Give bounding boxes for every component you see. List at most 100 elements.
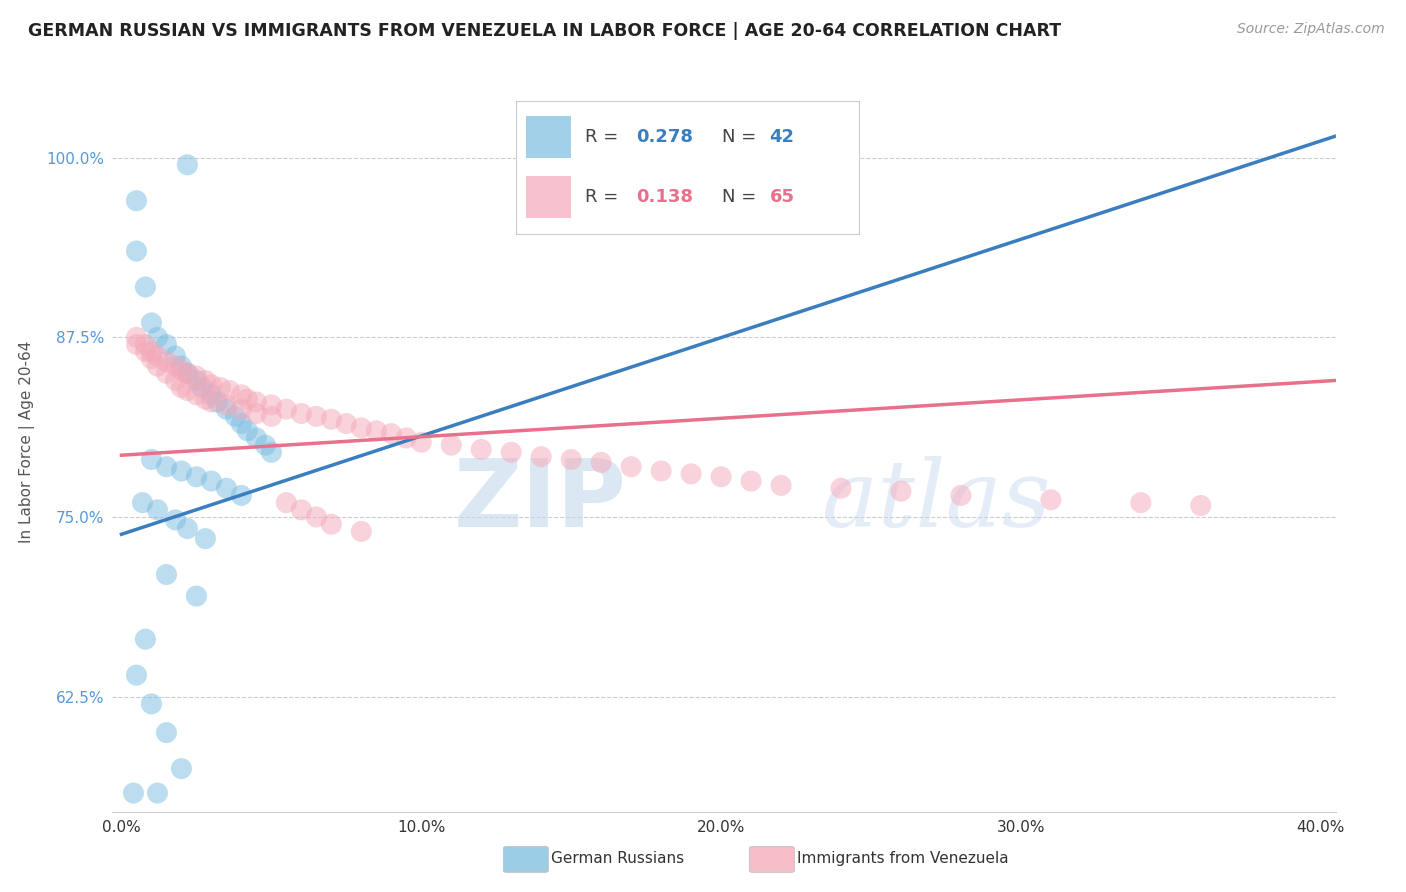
Point bbox=[134, 280, 156, 294]
Point bbox=[125, 244, 148, 258]
Point bbox=[155, 725, 177, 739]
Text: atlas: atlas bbox=[823, 456, 1052, 546]
Text: Source: ZipAtlas.com: Source: ZipAtlas.com bbox=[1237, 22, 1385, 37]
Point bbox=[146, 349, 169, 363]
Point bbox=[134, 344, 156, 359]
Point bbox=[830, 481, 852, 495]
Point bbox=[218, 384, 240, 398]
Point bbox=[321, 517, 343, 532]
Point bbox=[1189, 499, 1212, 513]
Point bbox=[194, 532, 217, 546]
Point bbox=[131, 495, 153, 509]
Point bbox=[186, 589, 208, 603]
Point bbox=[209, 381, 232, 395]
Point bbox=[740, 474, 762, 488]
Point bbox=[290, 503, 312, 517]
Point bbox=[176, 384, 198, 398]
Point bbox=[155, 337, 177, 351]
Point bbox=[200, 474, 222, 488]
Point bbox=[890, 484, 912, 499]
Point bbox=[335, 417, 357, 431]
Point bbox=[200, 377, 222, 392]
Point bbox=[176, 158, 198, 172]
Point bbox=[200, 388, 222, 402]
Text: ZIP: ZIP bbox=[453, 455, 626, 547]
Point bbox=[231, 417, 253, 431]
Point bbox=[215, 481, 238, 495]
Point bbox=[176, 522, 198, 536]
Point bbox=[155, 459, 177, 474]
Point bbox=[122, 786, 145, 800]
Point bbox=[170, 762, 193, 776]
Point bbox=[501, 445, 523, 459]
Point bbox=[350, 421, 373, 435]
Point bbox=[681, 467, 703, 481]
Point bbox=[155, 366, 177, 380]
Point bbox=[591, 455, 613, 469]
Point bbox=[146, 503, 169, 517]
Point bbox=[165, 374, 187, 388]
Text: GERMAN RUSSIAN VS IMMIGRANTS FROM VENEZUELA IN LABOR FORCE | AGE 20-64 CORRELATI: GERMAN RUSSIAN VS IMMIGRANTS FROM VENEZU… bbox=[28, 22, 1062, 40]
Point bbox=[170, 359, 193, 373]
Point bbox=[224, 409, 246, 424]
Point bbox=[350, 524, 373, 539]
Point bbox=[194, 392, 217, 406]
Point bbox=[305, 409, 328, 424]
Point bbox=[366, 424, 388, 438]
Point bbox=[194, 374, 217, 388]
Point bbox=[186, 369, 208, 384]
Point bbox=[530, 450, 553, 464]
Point bbox=[411, 435, 433, 450]
Point bbox=[207, 395, 229, 409]
Point bbox=[186, 388, 208, 402]
Point bbox=[254, 438, 277, 452]
Point bbox=[276, 495, 298, 509]
Point bbox=[165, 349, 187, 363]
Point bbox=[155, 355, 177, 369]
Point bbox=[146, 359, 169, 373]
Point bbox=[141, 452, 163, 467]
Point bbox=[949, 488, 972, 502]
Point bbox=[260, 445, 283, 459]
Point bbox=[231, 388, 253, 402]
Point bbox=[276, 402, 298, 417]
Point bbox=[236, 424, 259, 438]
Point bbox=[146, 330, 169, 344]
Point bbox=[141, 351, 163, 366]
Point bbox=[215, 402, 238, 417]
Text: German Russians: German Russians bbox=[551, 852, 685, 866]
Point bbox=[710, 469, 733, 483]
Point bbox=[231, 402, 253, 417]
Point bbox=[176, 366, 198, 380]
Point bbox=[170, 381, 193, 395]
Point bbox=[770, 478, 793, 492]
Text: Immigrants from Venezuela: Immigrants from Venezuela bbox=[797, 852, 1010, 866]
Point bbox=[165, 359, 187, 373]
Point bbox=[380, 426, 402, 441]
Point bbox=[1129, 495, 1152, 509]
Point bbox=[321, 412, 343, 426]
Point bbox=[231, 488, 253, 502]
Point bbox=[236, 392, 259, 406]
Point bbox=[170, 464, 193, 478]
Point bbox=[260, 398, 283, 412]
Point bbox=[260, 409, 283, 424]
Point bbox=[186, 374, 208, 388]
Point bbox=[245, 395, 267, 409]
Point bbox=[141, 316, 163, 330]
Point bbox=[215, 398, 238, 412]
Point bbox=[191, 381, 214, 395]
Point bbox=[395, 431, 418, 445]
Point bbox=[245, 407, 267, 421]
Point bbox=[141, 344, 163, 359]
Point bbox=[170, 363, 193, 377]
Point bbox=[620, 459, 643, 474]
Point bbox=[125, 330, 148, 344]
Point bbox=[470, 442, 492, 457]
Point bbox=[176, 366, 198, 380]
Point bbox=[186, 469, 208, 483]
Point bbox=[245, 431, 267, 445]
Point bbox=[650, 464, 672, 478]
Point bbox=[1039, 492, 1062, 507]
Point bbox=[305, 510, 328, 524]
